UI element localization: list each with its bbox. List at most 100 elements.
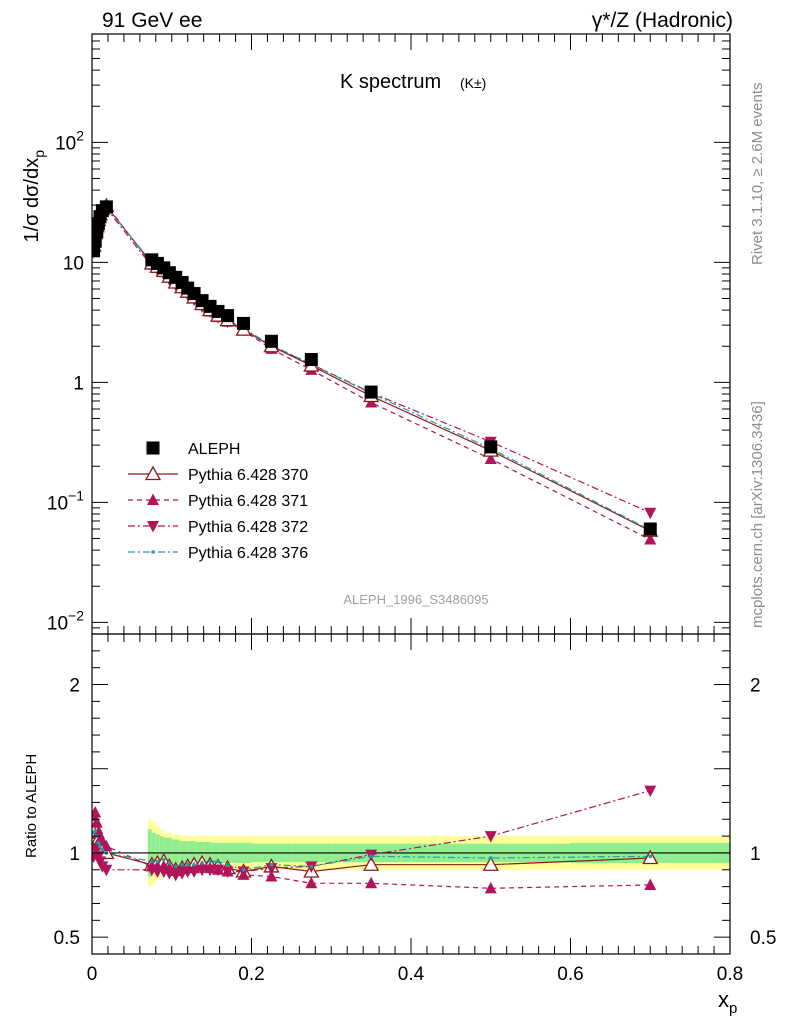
- main-series-line-4: [93, 206, 651, 531]
- ratio-point-0: [363, 856, 380, 871]
- ratio-point-3: [309, 864, 314, 869]
- ratio-point-3: [269, 862, 274, 867]
- main-point-2: [644, 533, 657, 545]
- y-tick-label-exponent: −2: [68, 607, 84, 623]
- ratio-point-1: [484, 881, 497, 894]
- ratio-y-tick-label-right: 1: [750, 844, 761, 865]
- legend-label: Pythia 6.428 372: [188, 519, 308, 536]
- chart-title: K spectrum: [340, 71, 441, 93]
- ratio-point-3: [488, 856, 493, 860]
- ratio-point-1: [92, 816, 103, 828]
- legend-label: ALEPH: [188, 441, 240, 458]
- ratio-y-tick-label: 1: [69, 844, 80, 865]
- main-point-0: [304, 353, 318, 367]
- main-point-2: [484, 452, 497, 464]
- x-tick-label: 0.4: [398, 964, 425, 985]
- axis-label-subscript: p: [729, 1000, 737, 1017]
- y-tick-label-main: 10−1: [47, 487, 84, 514]
- ratio-point-2: [204, 864, 217, 877]
- ratio-point-2: [644, 785, 657, 798]
- ratio-point-3: [167, 861, 172, 865]
- ratio-point-2: [237, 866, 250, 878]
- ratio-point-2: [212, 864, 225, 877]
- ratio-point-3: [93, 829, 97, 833]
- analysis-watermark: ALEPH_1996_S3486095: [343, 592, 488, 607]
- axis-label-subscript: p: [31, 150, 47, 158]
- ratio-point-2: [221, 866, 234, 878]
- ratio-point-3: [96, 841, 101, 845]
- y-tick-label-base: 10: [47, 613, 68, 634]
- y-tick-label-exponent: −1: [68, 487, 84, 503]
- ratio-point-2: [100, 864, 113, 877]
- ratio-point-1: [265, 870, 278, 882]
- x-tick-label: 0.8: [717, 964, 743, 985]
- main-plot-series: [92, 197, 659, 545]
- y-tick-label-base: 10: [63, 253, 84, 274]
- x-tick-label: 0: [87, 964, 98, 985]
- y-tick-label-exponent: 2: [76, 127, 84, 143]
- main-plot-frame: [91, 33, 731, 635]
- legend-marker: [146, 441, 160, 455]
- ratio-plot-series: [92, 785, 659, 894]
- y-tick-label-main: 1: [73, 373, 84, 394]
- ratio-point-3: [150, 859, 154, 864]
- main-point-0: [92, 244, 101, 258]
- ratio-point-2: [196, 864, 209, 877]
- ratio-point-3: [241, 867, 246, 872]
- ratio-y-axis-label: Ratio to ALEPH: [23, 754, 40, 858]
- ratio-y-tick-label-right: 2: [750, 676, 761, 697]
- y-tick-label-base: 10: [47, 493, 68, 514]
- main-series-line-1: [93, 205, 651, 532]
- ratio-y-tick-label-right: 0.5: [750, 928, 776, 949]
- ratio-point-3: [173, 864, 178, 869]
- y-tick-label-base: 1: [73, 373, 84, 394]
- ratio-point-0: [482, 856, 499, 871]
- legend-marker: [147, 493, 159, 505]
- ratio-point-3: [200, 861, 204, 865]
- main-point-0: [643, 522, 657, 536]
- ratio-y-tick-label: 0.5: [54, 928, 80, 949]
- ratio-point-3: [100, 847, 105, 852]
- legend-marker: [144, 465, 162, 481]
- main-point-0: [364, 385, 378, 399]
- ratio-point-1: [305, 876, 318, 889]
- ratio-point-2: [265, 863, 278, 875]
- y-axis-label: 1/σ dσ/dxp: [21, 150, 47, 243]
- ratio-point-3: [225, 862, 230, 867]
- header-left-text: 91 GeV ee: [102, 9, 202, 32]
- chart-title-suffix: (K±): [460, 75, 486, 91]
- ratio-point-3: [216, 859, 220, 864]
- legend: ALEPH Pythia 6.428 370 Pythia 6.428 371 Pyt…: [128, 441, 308, 562]
- rivet-version-text: Rivet 3.1.10, ≥ 2.6M events: [749, 83, 766, 266]
- ratio-plot-frame: [91, 633, 731, 955]
- mcplots-text: mcplots.cern.ch [arXiv:1306.3436]: [749, 401, 766, 628]
- ratio-point-1: [365, 876, 378, 889]
- ratio-point-3: [185, 862, 190, 867]
- main-point-0: [99, 200, 113, 214]
- ratio-point-2: [188, 866, 201, 878]
- ratio-point-3: [208, 859, 212, 864]
- ratio-point-3: [192, 862, 196, 867]
- ratio-point-3: [648, 854, 653, 859]
- ratio-point-1: [644, 878, 657, 890]
- legend-label: Pythia 6.428 376: [188, 545, 308, 562]
- x-axis-label: xp: [718, 987, 737, 1017]
- axis-label-text: x: [718, 987, 729, 1012]
- main-point-0: [484, 440, 498, 454]
- ratio-point-1: [92, 826, 105, 838]
- ratio-point-3: [180, 862, 184, 867]
- main-point-0: [221, 309, 235, 323]
- axis-label-text: 1/σ dσ/dx: [21, 158, 43, 243]
- ratio-point-3: [369, 854, 373, 859]
- legend-label: Pythia 6.428 371: [188, 493, 308, 510]
- y-tick-label-base: 10: [55, 133, 76, 154]
- y-tick-label-main: 102: [55, 127, 84, 154]
- legend-marker: [147, 521, 159, 533]
- ratio-point-3: [98, 844, 102, 849]
- ratio-y-tick-label: 2: [69, 676, 80, 697]
- main-series-line-3: [93, 207, 651, 514]
- main-point-0: [92, 225, 104, 239]
- header-right-text: γ*/Z (Hadronic): [592, 9, 733, 32]
